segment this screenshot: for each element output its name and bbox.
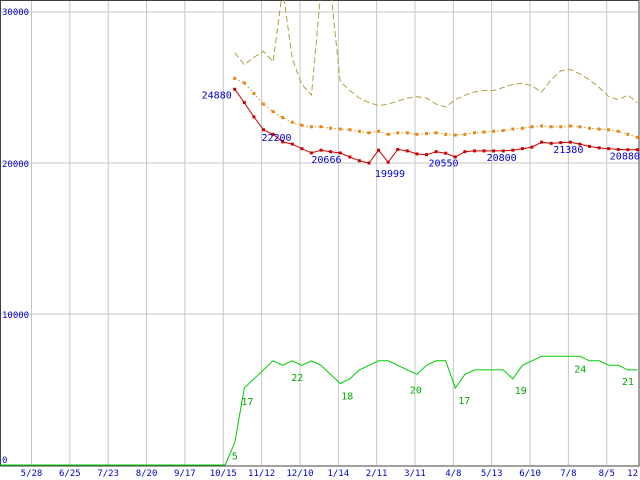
svg-text:20666: 20666	[311, 155, 341, 166]
svg-text:20000: 20000	[2, 160, 29, 170]
svg-text:4/8: 4/8	[445, 469, 461, 479]
svg-text:12/10: 12/10	[286, 469, 313, 479]
svg-text:0: 0	[2, 456, 7, 466]
svg-text:7/23: 7/23	[97, 469, 119, 479]
svg-text:20: 20	[410, 385, 422, 396]
svg-text:5/13: 5/13	[481, 469, 503, 479]
svg-text:9/17: 9/17	[174, 469, 196, 479]
svg-text:22200: 22200	[261, 133, 291, 144]
svg-text:2/11: 2/11	[366, 469, 388, 479]
svg-text:30000: 30000	[2, 8, 29, 18]
svg-text:24: 24	[574, 364, 586, 375]
svg-text:12: 12	[627, 469, 638, 479]
svg-text:8/20: 8/20	[136, 469, 158, 479]
svg-text:18: 18	[341, 391, 353, 402]
svg-text:17: 17	[241, 397, 253, 408]
svg-text:19: 19	[515, 386, 527, 397]
svg-text:20800: 20800	[487, 153, 517, 164]
svg-text:20550: 20550	[428, 159, 458, 170]
svg-text:6/25: 6/25	[59, 469, 81, 479]
svg-text:22: 22	[291, 373, 303, 384]
svg-text:10000: 10000	[2, 311, 29, 321]
svg-text:1/14: 1/14	[327, 469, 349, 479]
svg-text:5/28: 5/28	[21, 469, 43, 479]
svg-text:10/15: 10/15	[210, 469, 237, 479]
svg-text:20880: 20880	[610, 152, 640, 163]
svg-text:21380: 21380	[553, 145, 583, 156]
svg-text:24880: 24880	[202, 90, 232, 101]
svg-text:19999: 19999	[375, 169, 405, 180]
svg-text:7/8: 7/8	[560, 469, 576, 479]
svg-text:21: 21	[622, 377, 634, 388]
svg-text:11/12: 11/12	[248, 469, 275, 479]
svg-text:3/11: 3/11	[404, 469, 426, 479]
svg-text:6/10: 6/10	[519, 469, 541, 479]
svg-text:5: 5	[232, 451, 238, 462]
svg-text:17: 17	[458, 396, 470, 407]
svg-text:8/5: 8/5	[599, 469, 615, 479]
